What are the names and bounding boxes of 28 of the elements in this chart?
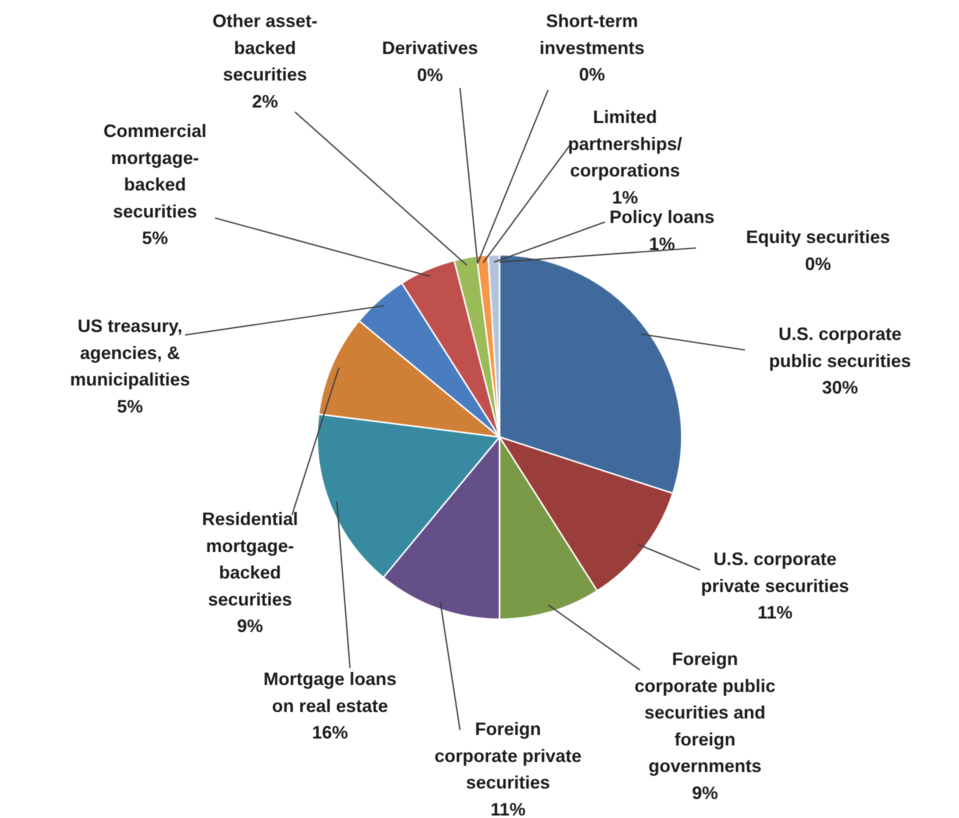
slice-label: US treasury, agencies, & municipalities	[70, 316, 190, 390]
slice-label: Foreign corporate public securities and foreign governments	[634, 648, 776, 776]
slice-label: Commercial mortgage-backed securities	[103, 120, 207, 222]
slice-label: U.S. corporate private securities	[700, 548, 850, 596]
slice-label: Policy loans	[609, 206, 715, 227]
category-label: Derivatives	[382, 38, 478, 58]
data-label: 16%	[312, 722, 348, 743]
data-label: 2%	[252, 91, 278, 112]
slice-label: Limited partnerships/corporations	[568, 106, 682, 181]
data-label: 9%	[692, 782, 718, 803]
text: 0%	[578, 64, 606, 85]
data-label: 1%	[648, 234, 676, 254]
slice-label: Other asset-backed securities	[212, 10, 318, 85]
data-label: 1%	[612, 187, 638, 208]
slice-label: Residential mortgage-backed securities	[202, 508, 298, 610]
slice-label: Foreign corporate private securities	[434, 718, 582, 793]
category-label: Equity securities	[746, 226, 890, 247]
data-label: 9%	[236, 616, 264, 636]
text: 0%	[804, 254, 832, 274]
data-label: 11%	[757, 602, 793, 623]
slice-label: Mortgage loans on real estate	[263, 668, 397, 716]
data-label: 5%	[116, 396, 144, 416]
slice-label: U.S. corporate public securities	[768, 324, 912, 371]
text: 0%	[416, 64, 444, 85]
data-label: 11%	[490, 799, 526, 818]
data-label: 30%	[822, 378, 858, 398]
data-label: 5%	[142, 228, 168, 248]
category-label: Short-term investments	[539, 10, 645, 58]
